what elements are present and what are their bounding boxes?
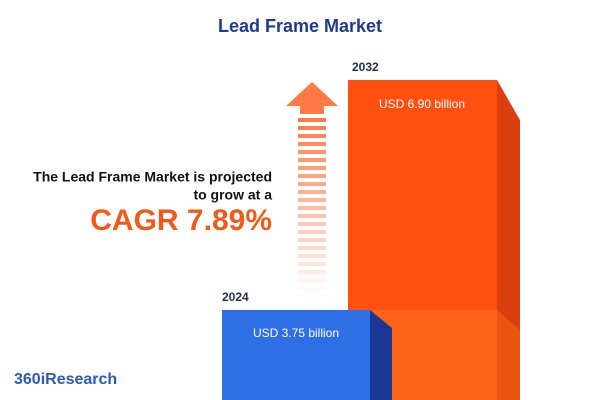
arrow-stripe [298,198,326,202]
arrow-stripe [298,286,326,290]
year-label: 2032 [352,60,379,74]
arrow-stripe [298,238,326,242]
bar-side-lower [497,310,520,400]
arrow-stripe [298,158,326,162]
arrow-stripe [298,150,326,154]
arrow-stripe [298,134,326,138]
statement-line: The Lead Frame Market is projected [33,169,272,185]
arrow-stripe [298,278,326,282]
arrow-stripe [298,190,326,194]
arrow-stripe [298,230,326,234]
arrow-stripe [298,254,326,258]
bar-label: USD 6.90 billion [379,97,465,111]
bar-label: USD 3.75 billion [253,326,339,340]
arrow-stripe [298,174,326,178]
arrow-stripe [298,118,326,122]
arrow-stripe [298,214,326,218]
arrow-stripe [298,206,326,210]
arrow-stripes [298,118,326,290]
title: Lead Frame Market [218,16,382,36]
arrow-head [286,82,338,114]
bar [222,310,370,400]
arrow-stripe [298,182,326,186]
arrow-stripe [298,166,326,170]
arrow-stripe [298,126,326,130]
arrow-stripe [298,142,326,146]
arrow-stripe [298,222,326,226]
brand: 360iResearch [14,371,117,388]
bar-side [370,310,392,400]
cagr: CAGR 7.89% [90,204,272,237]
statement-line: to grow at a [193,187,272,203]
arrow-stripe [298,262,326,266]
arrow-stripe [298,246,326,250]
arrow-stripe [298,270,326,274]
year-label: 2024 [222,290,249,304]
